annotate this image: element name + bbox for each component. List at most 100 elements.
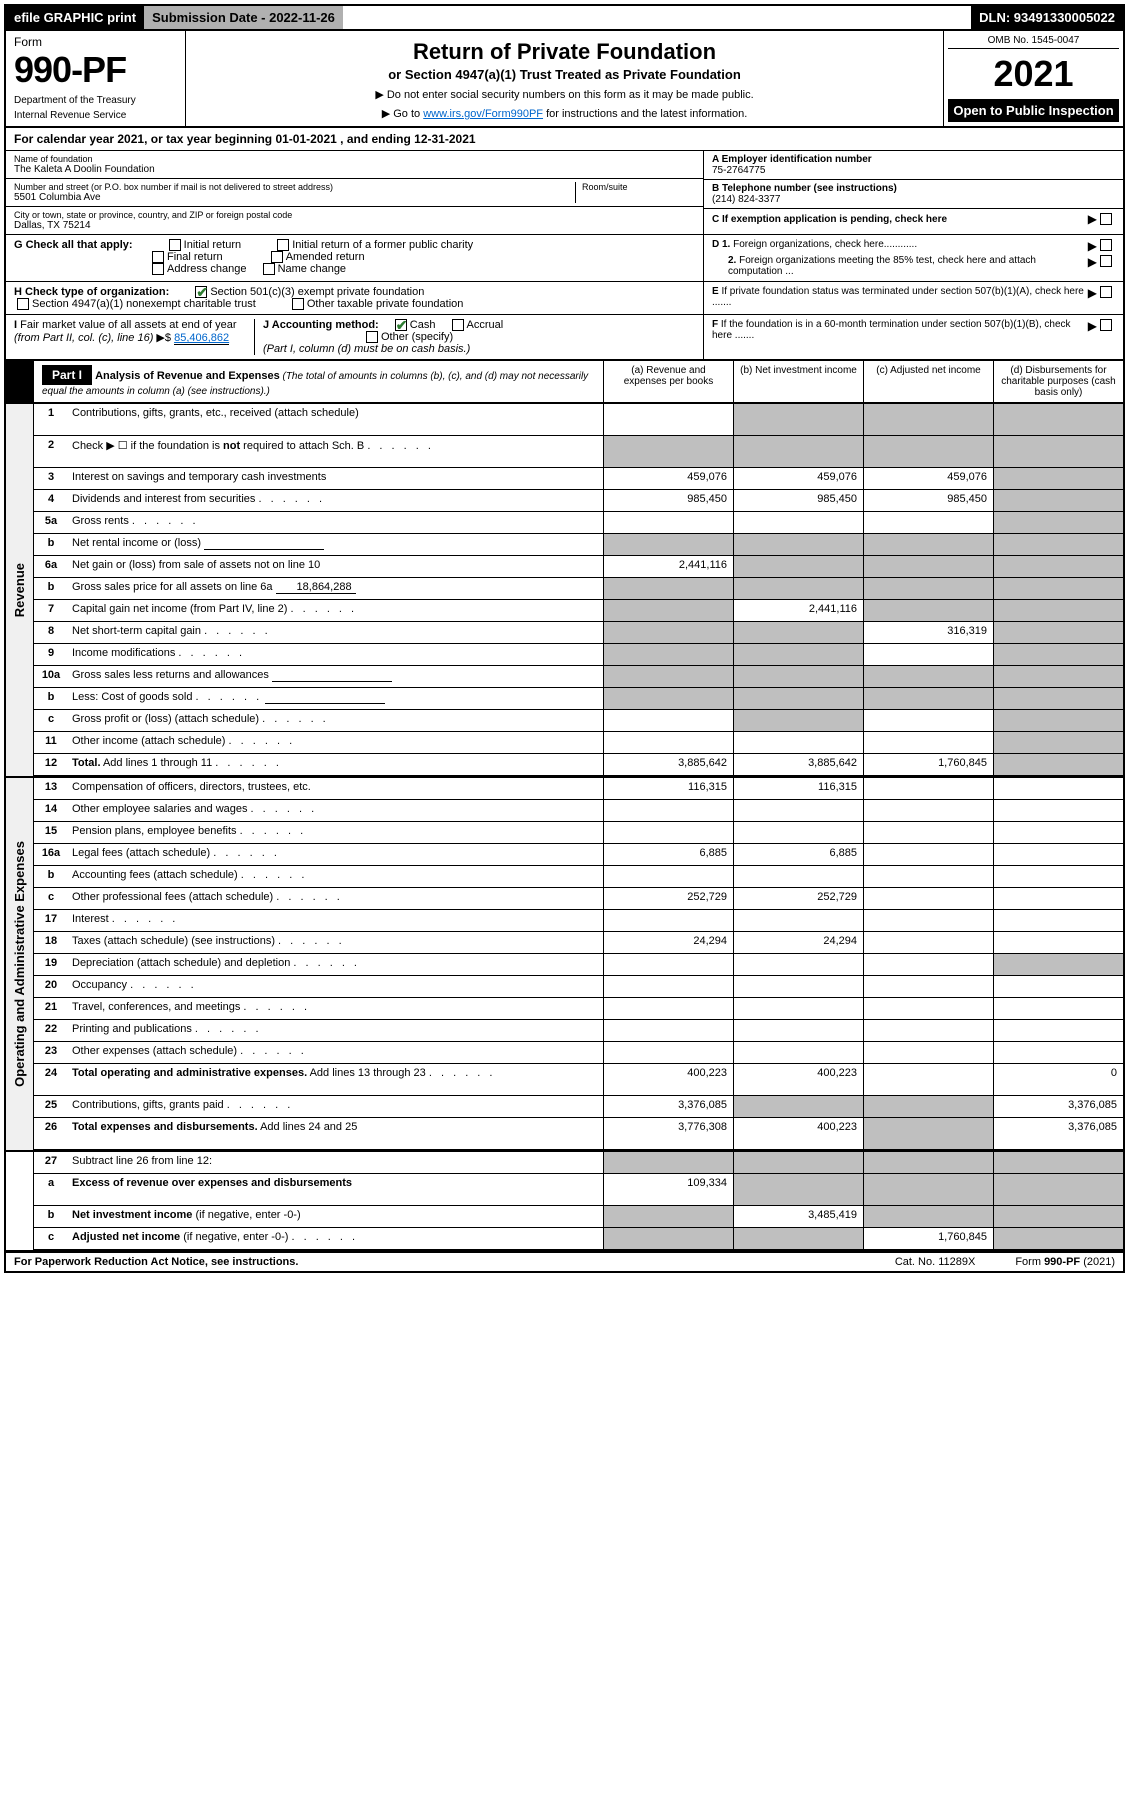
row-label: Occupancy . . . . . . <box>68 976 603 997</box>
cell-d <box>993 468 1123 489</box>
open-public: Open to Public Inspection <box>948 99 1119 122</box>
row-label: Other employee salaries and wages . . . … <box>68 800 603 821</box>
cell-a <box>603 822 733 843</box>
cell-b: 3,485,419 <box>733 1206 863 1227</box>
row-label: Total. Add lines 1 through 11 . . . . . … <box>68 754 603 775</box>
phone-value: (214) 824-3377 <box>712 194 1115 205</box>
initial-former-checkbox[interactable] <box>277 239 289 251</box>
row-label: Accounting fees (attach schedule) . . . … <box>68 866 603 887</box>
cell-a <box>603 1206 733 1227</box>
row-number: 26 <box>34 1118 68 1149</box>
cell-a <box>603 866 733 887</box>
cell-b: 6,885 <box>733 844 863 865</box>
cell-d <box>993 710 1123 731</box>
cell-d <box>993 556 1123 577</box>
initial-return-checkbox[interactable] <box>169 239 181 251</box>
accrual-checkbox[interactable] <box>452 319 464 331</box>
cell-d <box>993 844 1123 865</box>
line-b: bGross sales price for all assets on lin… <box>34 578 1123 600</box>
cell-a: 985,450 <box>603 490 733 511</box>
col-c-header: (c) Adjusted net income <box>863 361 993 402</box>
cell-d <box>993 534 1123 555</box>
4947-checkbox[interactable] <box>17 298 29 310</box>
cell-c <box>863 666 993 687</box>
irs-link[interactable]: www.irs.gov/Form990PF <box>423 108 543 120</box>
cell-c <box>863 932 993 953</box>
row-label: Less: Cost of goods sold . . . . . . <box>68 688 603 709</box>
cell-b <box>733 404 863 435</box>
cell-a <box>603 436 733 467</box>
efile-label[interactable]: efile GRAPHIC print <box>6 6 144 29</box>
cell-c <box>863 998 993 1019</box>
cell-b <box>733 1174 863 1205</box>
row-label: Total operating and administrative expen… <box>68 1064 603 1095</box>
cell-a: 109,334 <box>603 1174 733 1205</box>
cell-d <box>993 600 1123 621</box>
cash-checkbox[interactable] <box>395 319 407 331</box>
goto-note: ▶ Go to www.irs.gov/Form990PF for instru… <box>194 107 935 120</box>
cell-b <box>733 1096 863 1117</box>
line-b: bAccounting fees (attach schedule) . . .… <box>34 866 1123 888</box>
line-6a: 6aNet gain or (loss) from sale of assets… <box>34 556 1123 578</box>
other-taxable-checkbox[interactable] <box>292 298 304 310</box>
row-number: 17 <box>34 910 68 931</box>
row-label: Subtract line 26 from line 12: <box>68 1152 603 1173</box>
exemption-pending: C If exemption application is pending, c… <box>704 209 1123 229</box>
line-13: 13Compensation of officers, directors, t… <box>34 778 1123 800</box>
form-page: efile GRAPHIC print Submission Date - 20… <box>4 4 1125 1273</box>
cell-a <box>603 512 733 533</box>
address-change-checkbox[interactable] <box>152 263 164 275</box>
row-label: Interest on savings and temporary cash i… <box>68 468 603 489</box>
fmv-value[interactable]: 85,406,862 <box>174 332 229 345</box>
cell-d <box>993 910 1123 931</box>
cell-d <box>993 1020 1123 1041</box>
cell-c <box>863 1064 993 1095</box>
amended-checkbox[interactable] <box>271 251 283 263</box>
line-10a: 10aGross sales less returns and allowanc… <box>34 666 1123 688</box>
other-method-checkbox[interactable] <box>366 331 378 343</box>
line-b: bNet investment income (if negative, ent… <box>34 1206 1123 1228</box>
cell-b <box>733 666 863 687</box>
form-header: Form 990-PF Department of the Treasury I… <box>6 31 1123 128</box>
cell-d <box>993 644 1123 665</box>
row-number: b <box>34 688 68 709</box>
cell-a <box>603 954 733 975</box>
cell-c <box>863 822 993 843</box>
row-label: Adjusted net income (if negative, enter … <box>68 1228 603 1249</box>
exemption-checkbox[interactable] <box>1100 213 1112 225</box>
header-left: Form 990-PF Department of the Treasury I… <box>6 31 186 126</box>
row-number: 18 <box>34 932 68 953</box>
cell-c <box>863 1042 993 1063</box>
cell-b <box>733 1152 863 1173</box>
city-cell: City or town, state or province, country… <box>6 207 703 234</box>
calendar-year: For calendar year 2021, or tax year begi… <box>6 128 1123 151</box>
line-5a: 5aGross rents . . . . . . <box>34 512 1123 534</box>
header-right: OMB No. 1545-0047 2021 Open to Public In… <box>943 31 1123 126</box>
cell-b <box>733 976 863 997</box>
catalog-number: Cat. No. 11289X <box>895 1256 976 1268</box>
line-25: 25Contributions, gifts, grants paid . . … <box>34 1096 1123 1118</box>
cell-a <box>603 976 733 997</box>
line-21: 21Travel, conferences, and meetings . . … <box>34 998 1123 1020</box>
cell-c <box>863 688 993 709</box>
cell-b <box>733 866 863 887</box>
501c3-checkbox[interactable] <box>195 286 207 298</box>
terminated-checkbox[interactable] <box>1100 286 1112 298</box>
60month-checkbox[interactable] <box>1100 319 1112 331</box>
cell-c <box>863 600 993 621</box>
cell-b: 2,441,116 <box>733 600 863 621</box>
cell-d <box>993 490 1123 511</box>
foreign-org-checkbox[interactable] <box>1100 239 1112 251</box>
cell-d <box>993 976 1123 997</box>
row-number: 20 <box>34 976 68 997</box>
cell-d <box>993 1042 1123 1063</box>
name-change-checkbox[interactable] <box>263 263 275 275</box>
part1-tag: Part I <box>42 365 92 385</box>
row-label: Other professional fees (attach schedule… <box>68 888 603 909</box>
final-return-checkbox[interactable] <box>152 251 164 263</box>
cell-c <box>863 866 993 887</box>
line-c: cGross profit or (loss) (attach schedule… <box>34 710 1123 732</box>
foreign-85-checkbox[interactable] <box>1100 255 1112 267</box>
cell-c <box>863 710 993 731</box>
cell-b <box>733 800 863 821</box>
